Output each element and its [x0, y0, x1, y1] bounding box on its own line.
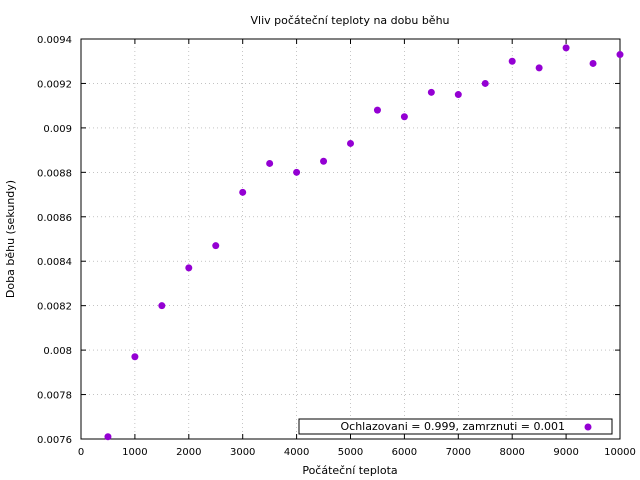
data-point	[131, 353, 139, 361]
x-tick-label: 6000	[392, 447, 417, 458]
data-point	[562, 44, 570, 52]
grid	[81, 39, 620, 439]
axis-ticks: 0 1000 2000 3000 4000 5000 6000 7000 8000 9000 100…	[37, 35, 636, 458]
x-tick-label: 4000	[284, 447, 309, 458]
data-point	[535, 64, 543, 72]
x-tick-label: 1000	[122, 447, 147, 458]
x-tick-label: 3000	[230, 447, 255, 458]
data-point	[158, 302, 166, 310]
y-tick-label: 0.009	[43, 124, 72, 135]
x-tick-label: 8000	[499, 447, 524, 458]
data-point	[266, 159, 274, 167]
data-point	[239, 188, 247, 196]
y-tick-label: 0.0086	[37, 213, 72, 224]
y-tick-label: 0.0084	[37, 257, 72, 268]
data-point	[508, 57, 516, 65]
x-tick-label: 7000	[446, 447, 471, 458]
data-point	[616, 51, 624, 59]
legend-marker	[584, 423, 592, 431]
legend-label: Ochlazovani = 0.999, zamrznuti = 0.001	[341, 420, 566, 433]
y-tick-label: 0.0088	[37, 168, 72, 179]
y-tick-label: 0.0076	[37, 435, 72, 446]
x-tick-label: 2000	[176, 447, 201, 458]
y-axis-label: Doba běhu (sekundy)	[4, 180, 17, 298]
data-point	[185, 264, 193, 272]
data-point	[293, 168, 301, 176]
y-tick-label: 0.0092	[37, 79, 72, 90]
legend: Ochlazovani = 0.999, zamrznuti = 0.001	[298, 418, 613, 435]
x-axis-label: Počáteční teplota	[302, 464, 397, 477]
data-points	[104, 44, 624, 441]
legend-box	[298, 418, 613, 435]
x-tick-label: 10000	[604, 447, 636, 458]
data-point	[347, 139, 354, 147]
data-point	[427, 88, 435, 96]
x-tick-label: 9000	[553, 447, 578, 458]
data-point	[104, 433, 112, 441]
data-point	[400, 113, 408, 121]
chart-title: Vliv počáteční teploty na dobu běhu	[250, 14, 449, 27]
y-tick-label: 0.0082	[37, 302, 72, 313]
x-tick-label: 5000	[338, 447, 363, 458]
y-tick-label: 0.008	[43, 346, 72, 357]
data-point	[373, 106, 381, 114]
data-point	[589, 59, 597, 67]
data-point	[320, 157, 328, 165]
y-tick-label: 0.0078	[37, 391, 72, 402]
data-point	[454, 91, 462, 99]
data-point	[481, 79, 489, 87]
x-tick-label: 0	[78, 447, 84, 458]
y-tick-label: 0.0094	[37, 35, 72, 46]
data-point	[212, 242, 220, 250]
